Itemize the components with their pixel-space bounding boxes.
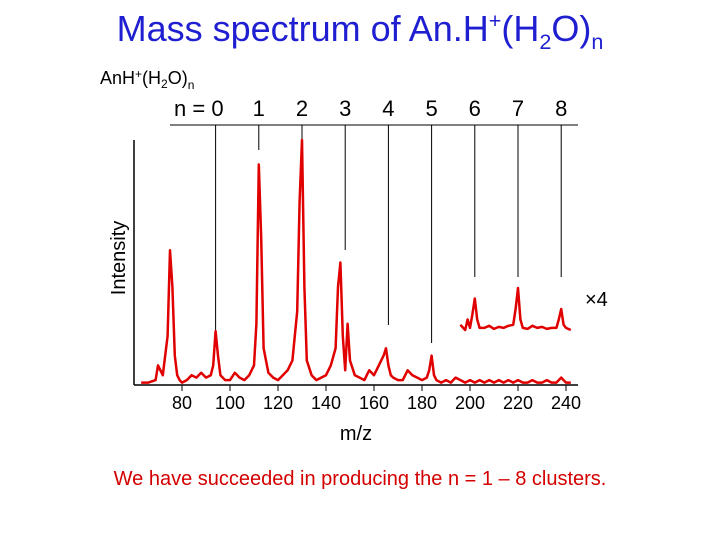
cluster-label-n8: 8 [555, 96, 567, 121]
cluster-label-n5: 5 [425, 96, 437, 121]
x-tick-label-120: 120 [263, 393, 293, 413]
cluster-label-n4: 4 [382, 96, 394, 121]
x-tick-label-160: 160 [359, 393, 389, 413]
x-tick-label-200: 200 [455, 393, 485, 413]
x-tick-label-220: 220 [503, 393, 533, 413]
y-axis-label: Intensity [108, 221, 130, 295]
slide-caption: We have succeeded in producing the n = 1… [113, 468, 607, 490]
species-label: AnH+(H2O)n [100, 67, 194, 92]
series-x4-inset [459, 286, 572, 332]
cluster-label-n7: 7 [512, 96, 524, 121]
cluster-label-n0: n = 0 [174, 96, 224, 121]
x-tick-label-240: 240 [551, 393, 581, 413]
x-tick-label-180: 180 [407, 393, 437, 413]
cluster-label-n2: 2 [296, 96, 308, 121]
slide-title: Mass spectrum of An.H+(H2O)n [116, 8, 604, 55]
x-axis-label: m/z [340, 423, 372, 445]
cluster-label-n3: 3 [339, 96, 351, 121]
x-tick-label-140: 140 [311, 393, 341, 413]
cluster-label-n1: 1 [253, 96, 265, 121]
scale-factor-label: ×4 [585, 289, 608, 311]
x-tick-label-100: 100 [215, 393, 245, 413]
cluster-label-n6: 6 [469, 96, 481, 121]
series-main-spectrum [141, 138, 571, 384]
x-tick-label-80: 80 [172, 393, 192, 413]
